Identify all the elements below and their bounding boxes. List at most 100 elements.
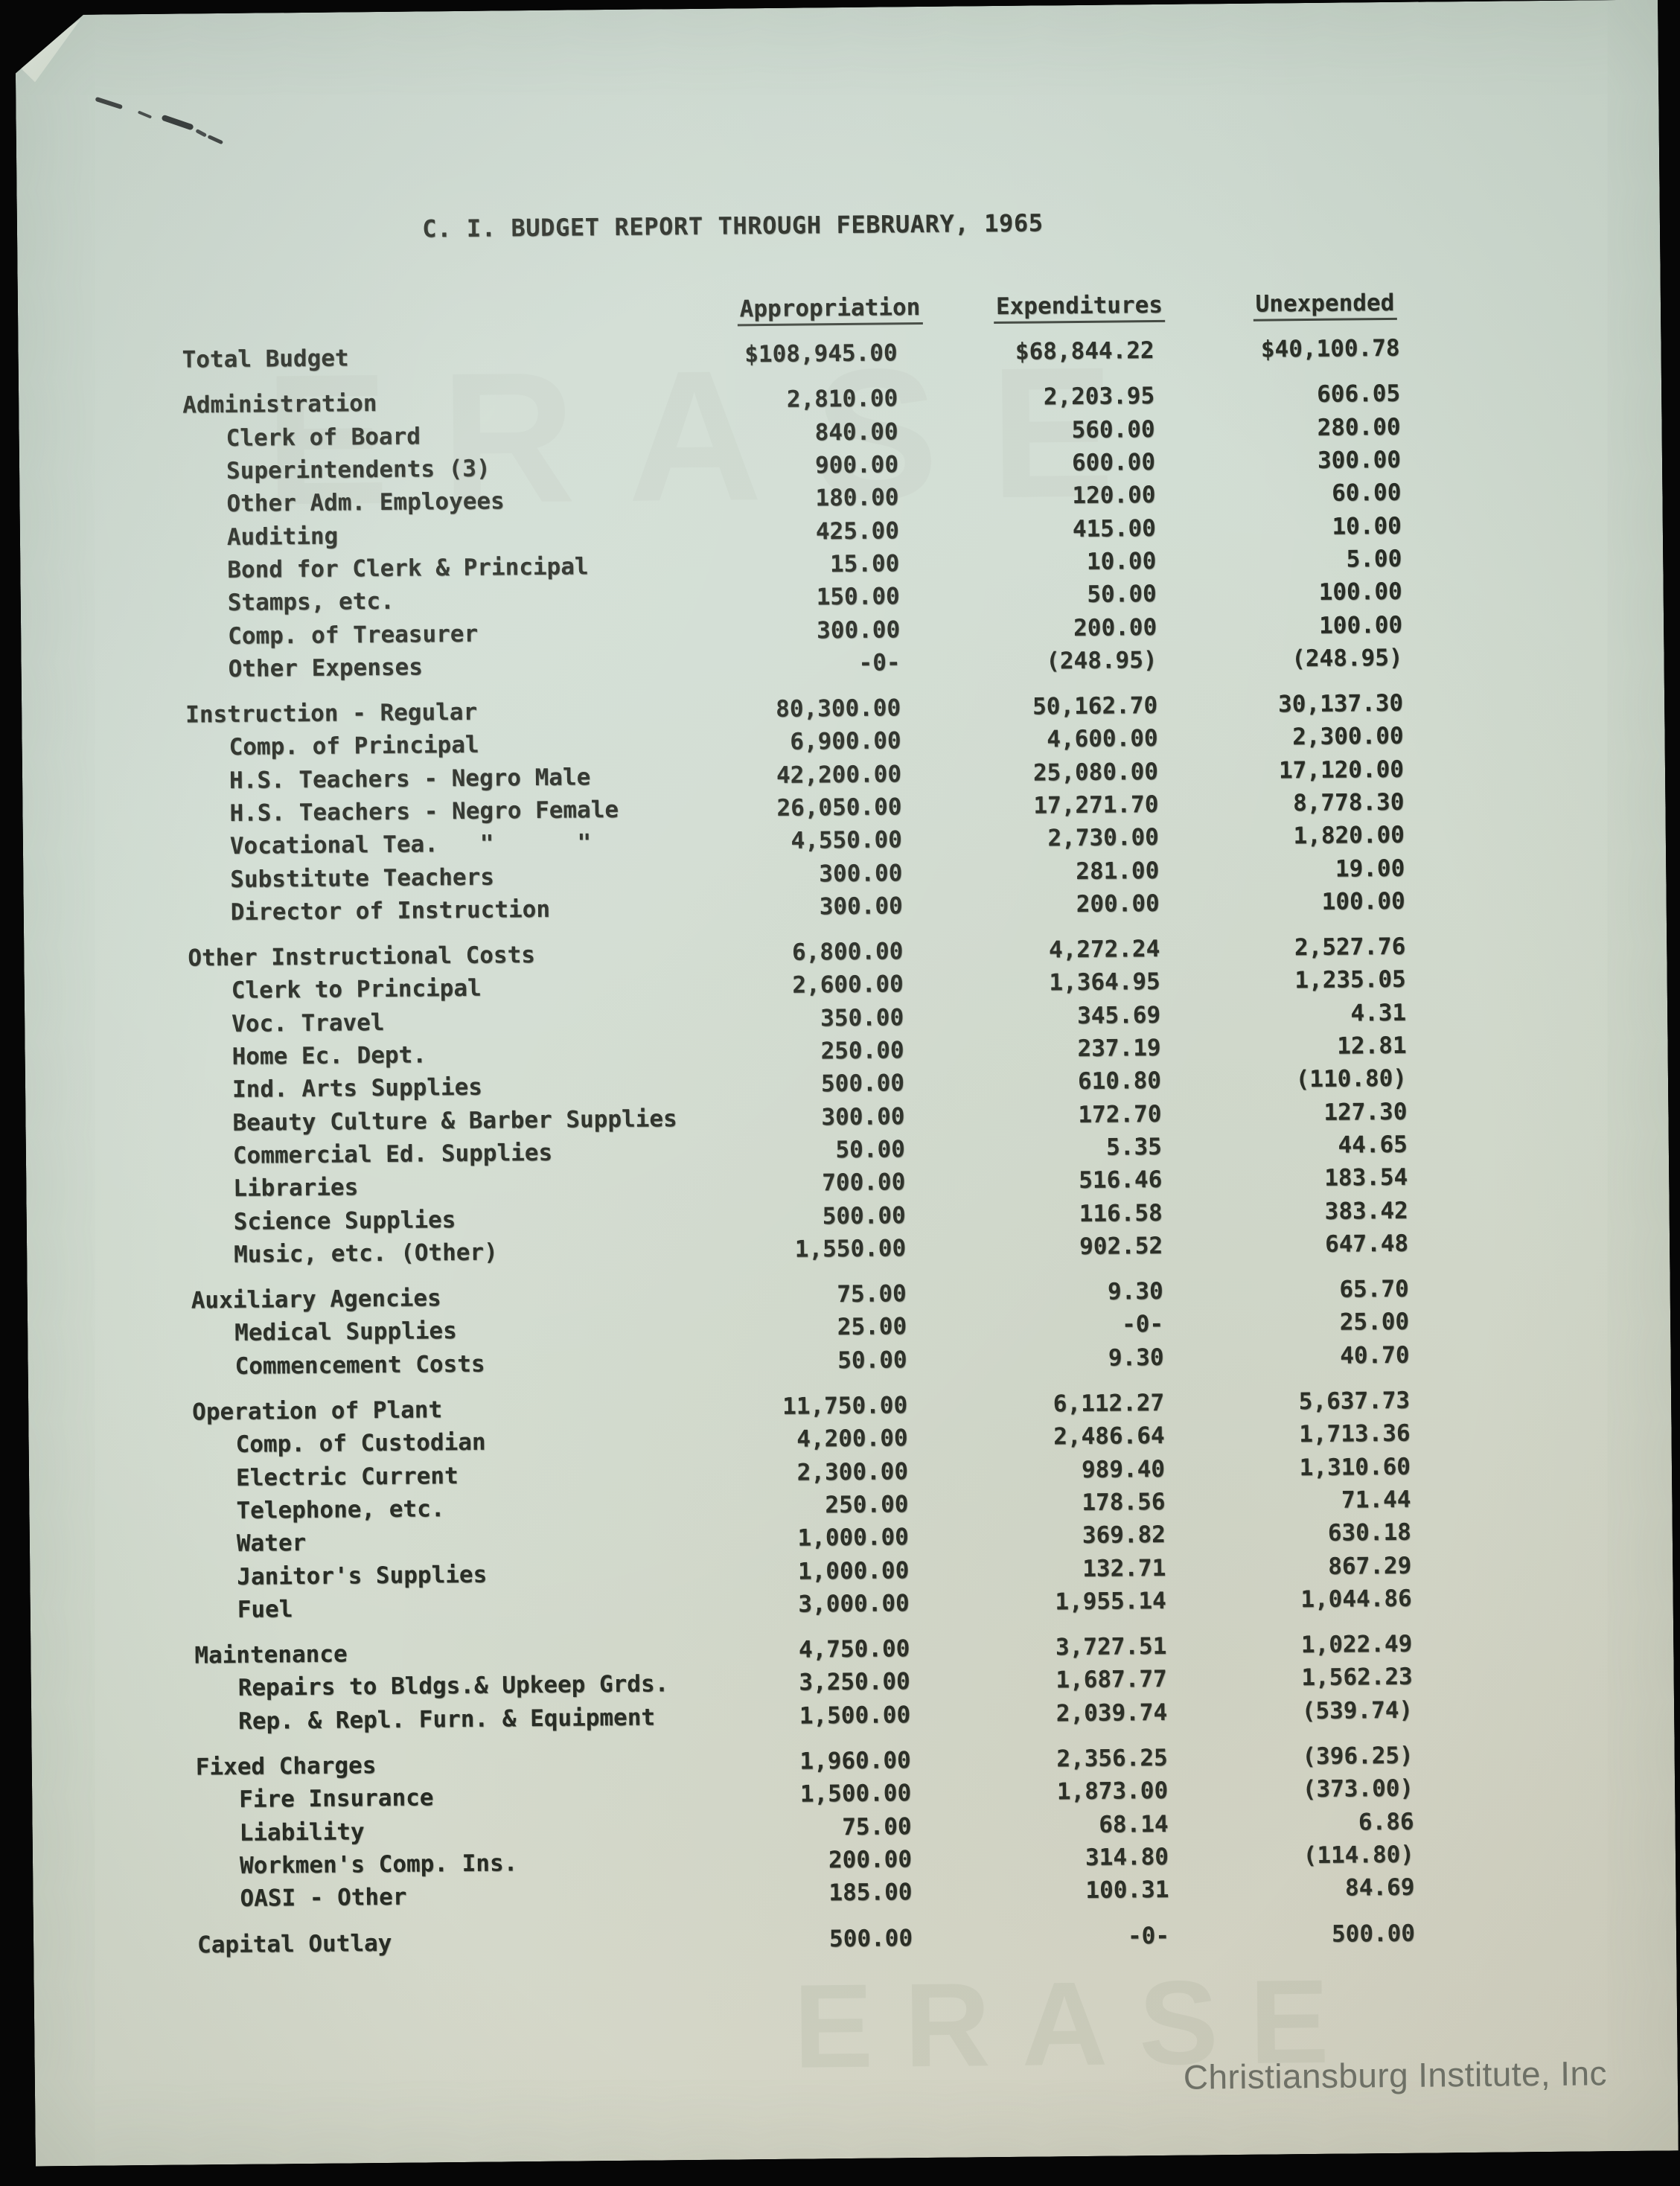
expenditures-value: $68,844.22	[1015, 337, 1154, 365]
unexpended-value: 2,300.00	[1292, 723, 1404, 751]
unexpended-value: $40,100.78	[1260, 334, 1400, 363]
unexpended-value: 6.86	[1358, 1808, 1414, 1836]
unexpended-value: 100.00	[1318, 578, 1402, 607]
unexpended-value: (539.74)	[1301, 1696, 1414, 1725]
row-label: Repairs to Bldgs.& Upkeep Grds.	[237, 1670, 669, 1702]
row-label: Bond for Clerk & Principal	[227, 553, 589, 584]
unexpended-value: 19.00	[1335, 854, 1405, 883]
appropriation-value: 185.00	[828, 1879, 913, 1907]
row-label: Fixed Charges	[195, 1752, 377, 1781]
row-label: Substitute Teachers	[230, 863, 495, 893]
unexpended-value: 1,235.05	[1294, 966, 1406, 994]
expenditures-value: 1,955.14	[1055, 1587, 1166, 1616]
appropriation-value: 300.00	[819, 892, 903, 921]
appropriation-value: 1,960.00	[799, 1747, 911, 1775]
expenditures-value: 600.00	[1071, 449, 1156, 477]
expenditures-value: -0-	[1121, 1311, 1164, 1338]
row-label: Other Adm. Employees	[226, 488, 505, 518]
row-label: Water	[236, 1530, 307, 1558]
appropriation-value: 250.00	[825, 1491, 909, 1519]
row-label: Maintenance	[194, 1640, 348, 1669]
unexpended-value: 1,562.23	[1301, 1664, 1413, 1692]
unexpended-value: (114.80)	[1303, 1841, 1415, 1870]
row-label: Medical Supplies	[234, 1317, 457, 1347]
unexpended-value: 4.31	[1350, 999, 1407, 1027]
appropriation-value: 15.00	[829, 550, 900, 578]
expenditures-value: 2,203.95	[1043, 383, 1155, 411]
appropriation-value: 6,900.00	[790, 727, 901, 756]
appropriation-value: 840.00	[814, 418, 898, 447]
row-label: Operation of Plant	[192, 1396, 443, 1426]
row-label: Janitor's Supplies	[237, 1561, 488, 1591]
expenditures-value: 120.00	[1072, 482, 1156, 510]
unexpended-value: 183.54	[1324, 1164, 1408, 1192]
unexpended-value: (373.00)	[1302, 1775, 1414, 1803]
expenditures-value: 989.40	[1081, 1455, 1166, 1483]
unexpended-value: 127.30	[1323, 1098, 1408, 1126]
expenditures-value: 68.14	[1099, 1810, 1169, 1838]
expenditures-value: 200.00	[1076, 889, 1160, 918]
expenditures-value: 902.52	[1079, 1232, 1163, 1260]
expenditures-value: 100.31	[1085, 1876, 1169, 1905]
expenditures-value: 9.30	[1108, 1343, 1164, 1372]
unexpended-value: 60.00	[1331, 479, 1402, 508]
expenditures-value: 369.82	[1082, 1521, 1166, 1550]
unexpended-value: 12.81	[1337, 1032, 1407, 1060]
appropriation-value: 180.00	[815, 484, 899, 512]
expenditures-value: 172.70	[1078, 1100, 1162, 1128]
unexpended-value: 1,044.86	[1300, 1585, 1412, 1614]
unexpended-value: 1,310.60	[1299, 1453, 1411, 1481]
unexpended-value: 5,637.73	[1298, 1387, 1411, 1416]
appropriation-value: 25.00	[837, 1313, 907, 1341]
column-header-expenditures: Expenditures	[994, 292, 1165, 324]
table-row: Total Budget $108,945.00 $68,844.22 $40,…	[182, 332, 1399, 377]
column-header-appropriation: Appropriation	[738, 294, 923, 326]
unexpended-value: 1,022.49	[1300, 1630, 1413, 1659]
archive-watermark: Christiansburg Institute, Inc	[1183, 2054, 1608, 2097]
row-label: Home Ec. Dept.	[231, 1041, 427, 1071]
appropriation-value: 300.00	[817, 616, 901, 644]
folded-corner	[15, 15, 103, 96]
appropriation-value: 3,000.00	[798, 1590, 910, 1618]
appropriation-value: 200.00	[828, 1846, 913, 1874]
table-row: Capital Outlay 500.00 -0- 500.00	[197, 1917, 1415, 1961]
row-label: Music, etc. (Other)	[234, 1239, 498, 1268]
appropriation-value: 4,200.00	[796, 1425, 908, 1454]
expenditures-value: 560.00	[1071, 415, 1155, 444]
unexpended-value: 630.18	[1327, 1518, 1412, 1547]
unexpended-value: 84.69	[1344, 1873, 1415, 1902]
expenditures-value: 1,687.77	[1055, 1666, 1167, 1694]
row-label: Beauty Culture & Barber Supplies	[232, 1105, 677, 1137]
unexpended-value: 44.65	[1338, 1131, 1408, 1159]
appropriation-value: 2,600.00	[792, 971, 904, 1000]
expenditures-value: 116.58	[1079, 1199, 1163, 1227]
expenditures-value: 2,039.74	[1055, 1698, 1168, 1728]
row-label: Liability	[239, 1818, 365, 1847]
unexpended-value: 30,137.30	[1277, 689, 1404, 718]
unexpended-value: (396.25)	[1302, 1742, 1414, 1771]
expenditures-value: 314.80	[1085, 1843, 1169, 1871]
expenditures-value: 10.00	[1086, 547, 1157, 575]
expenditures-value: 237.19	[1077, 1035, 1161, 1063]
row-label: H.S. Teachers - Negro Female	[229, 796, 619, 827]
row-label: Instruction - Regular	[185, 698, 478, 729]
appropriation-value: 50.00	[837, 1346, 907, 1374]
unexpended-value: 65.70	[1339, 1275, 1409, 1303]
document-title: C. I. BUDGET REPORT THROUGH FEBRUARY, 19…	[422, 208, 1044, 243]
unexpended-value: 100.00	[1318, 611, 1403, 639]
appropriation-value: 425.00	[815, 517, 900, 545]
row-label: Libraries	[233, 1174, 359, 1203]
row-label: Vocational Tea. " "	[229, 829, 592, 860]
unexpended-value: 17,120.00	[1278, 755, 1405, 784]
row-label: Workmen's Comp. Ins.	[239, 1850, 518, 1879]
appropriation-value: 2,300.00	[796, 1457, 909, 1486]
expenditures-value: 345.69	[1076, 1001, 1161, 1029]
expenditures-value: 1,364.95	[1049, 968, 1160, 997]
expenditures-value: 50,162.70	[1032, 692, 1158, 720]
appropriation-value: 3,250.00	[799, 1668, 910, 1697]
row-label: Auditing	[226, 522, 339, 551]
expenditures-value: 2,486.64	[1053, 1422, 1165, 1451]
appropriation-value: 300.00	[819, 859, 903, 887]
expenditures-value: 610.80	[1077, 1067, 1162, 1096]
